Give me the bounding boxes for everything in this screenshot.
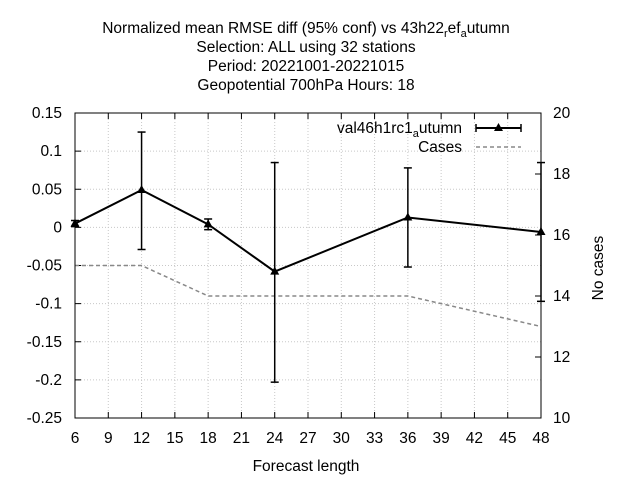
title-suffix-sub1: r xyxy=(444,28,448,40)
y-tick-label: 0.1 xyxy=(40,143,62,160)
y-tick-label: -0.25 xyxy=(27,410,62,427)
legend-main-rest: utumn xyxy=(419,120,462,137)
y2-tick-label: 18 xyxy=(553,166,570,183)
x-tick-label: 15 xyxy=(166,430,183,447)
main-line xyxy=(74,188,542,273)
grid xyxy=(74,112,542,419)
x-tick-label: 12 xyxy=(133,430,150,447)
x-tick-label: 42 xyxy=(466,430,483,447)
x-tick-labels: 6 9 12 15 18 21 24 27 30 33 36 39 42 45 48 xyxy=(71,430,550,447)
x-tick-label: 48 xyxy=(532,430,549,447)
title-suffix-mid: ef xyxy=(448,20,462,37)
legend: val46h1rc1autumn Cases xyxy=(337,120,522,156)
title-line-2: Selection: ALL using 32 stations xyxy=(196,39,415,56)
x-tick-label: 6 xyxy=(71,430,80,447)
y-tick-label: -0.05 xyxy=(27,258,62,275)
x-tick-label: 9 xyxy=(104,430,113,447)
title-line-4: Geopotential 700hPa Hours: 18 xyxy=(197,77,414,94)
y-tick-label: -0.15 xyxy=(27,334,62,351)
title-line-3: Period: 20221001-20221015 xyxy=(208,58,405,75)
data-point xyxy=(270,266,280,275)
x-axis-label: Forecast length xyxy=(253,458,360,475)
x-tick-label: 45 xyxy=(499,430,516,447)
x-tick-label: 24 xyxy=(266,430,284,447)
title-suffix-end: utumn xyxy=(467,20,510,37)
y2-tick-label: 14 xyxy=(553,288,571,305)
data-point xyxy=(403,212,413,221)
legend-label-main: val46h1rc1autumn xyxy=(337,120,462,140)
x-tick-label: 21 xyxy=(233,430,250,447)
title-line-1-main: Normalized mean RMSE diff (95% conf) vs … xyxy=(102,20,444,37)
x-tick-label: 30 xyxy=(333,430,351,447)
y2-tick-label: 12 xyxy=(553,349,570,366)
y-tick-labels: 0.15 0.1 0.05 0 -0.05 -0.1 -0.15 -0.2 -0.25 xyxy=(27,105,63,427)
y-tick-label: 0 xyxy=(53,219,62,236)
legend-label-cases: Cases xyxy=(418,139,462,156)
y2-tick-label: 10 xyxy=(553,410,571,427)
data-point xyxy=(203,219,213,228)
x-tick-label: 33 xyxy=(366,430,383,447)
legend-marker-main xyxy=(494,123,503,131)
y2-axis-label: No cases xyxy=(590,235,607,300)
y-tick-label: 0.15 xyxy=(32,105,62,122)
y2-tick-labels: 20 18 16 14 12 10 xyxy=(553,105,571,427)
legend-main-sub: a xyxy=(413,128,420,140)
title-suffix-sub2: a xyxy=(461,28,468,40)
title-line-1: Normalized mean RMSE diff (95% conf) vs … xyxy=(102,20,510,40)
x-tick-label: 36 xyxy=(399,430,416,447)
chart-title: Normalized mean RMSE diff (95% conf) vs … xyxy=(102,20,510,94)
y-tick-label: 0.05 xyxy=(32,181,62,198)
y-tick-label: -0.1 xyxy=(35,296,62,313)
y2-tick-label: 16 xyxy=(553,227,570,244)
legend-main-name: val46h1rc1 xyxy=(337,120,413,137)
y-tick-label: -0.2 xyxy=(35,372,62,389)
x-tick-label: 27 xyxy=(299,430,316,447)
plot-frame xyxy=(74,112,542,419)
y2-tick-label: 20 xyxy=(553,105,571,122)
x-tick-label: 39 xyxy=(433,430,450,447)
x-tick-label: 18 xyxy=(200,430,217,447)
data-point xyxy=(137,185,147,194)
